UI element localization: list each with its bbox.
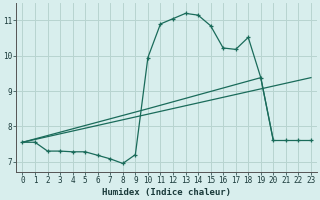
X-axis label: Humidex (Indice chaleur): Humidex (Indice chaleur): [102, 188, 231, 197]
